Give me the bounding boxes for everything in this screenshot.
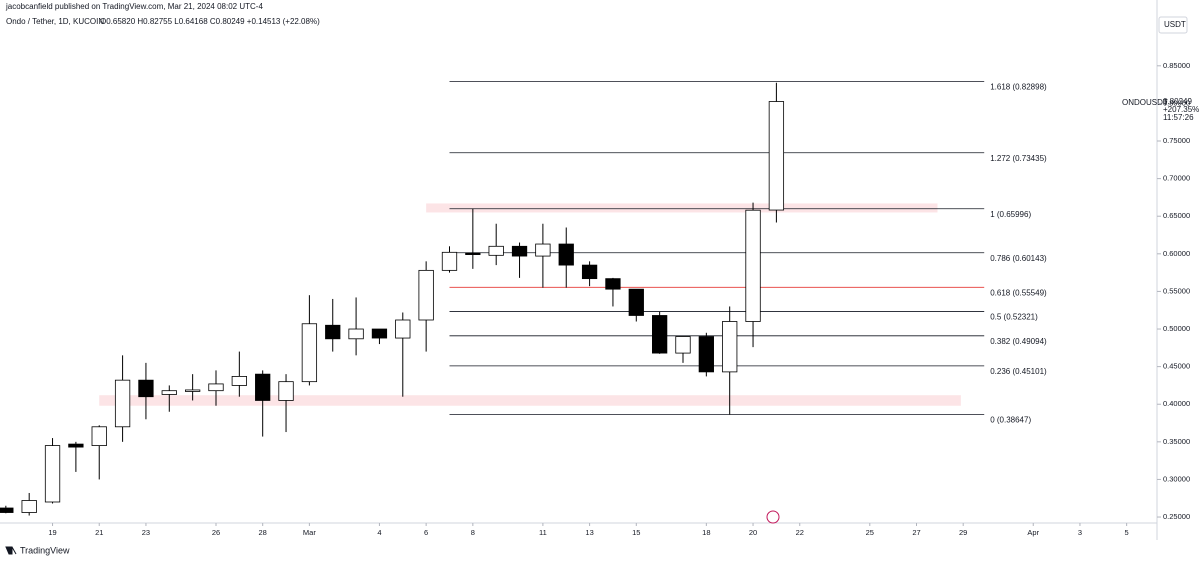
header: jacobcanfield published on TradingView.c… (5, 2, 263, 11)
candle-body (91, 426, 107, 446)
ohlc: O0.65820 H0.82755 L0.64168 C0.80249 +0.1… (100, 17, 320, 26)
candle-body (605, 278, 621, 290)
y-tick-label: 0.55000 (1163, 286, 1190, 295)
candle-body (511, 245, 528, 257)
candle-body (652, 315, 668, 354)
x-tick-label: 22 (796, 528, 804, 537)
y-tick-label: 0.40000 (1163, 399, 1190, 408)
fib-label: 0 (0.38647) (990, 416, 1031, 425)
fib-label: 1.272 (0.73435) (990, 154, 1047, 163)
x-tick-label: 19 (48, 528, 56, 537)
x-tick-label: 21 (95, 528, 103, 537)
x-tick-label: 18 (702, 528, 710, 537)
x-tick-label: 3 (1078, 528, 1082, 537)
x-tick-label: 11 (539, 528, 547, 537)
candle-body (441, 251, 458, 271)
symbol: ONDOUSDT (1122, 98, 1168, 107)
x-tick-label: Apr (1027, 528, 1039, 537)
candle-body (722, 321, 738, 373)
candle-body (581, 264, 598, 280)
currency: USDT (1164, 20, 1186, 29)
change: +207.35% (1163, 105, 1199, 114)
x-tick-label: 20 (749, 528, 757, 537)
fib-label: 0.618 (0.55549) (990, 288, 1047, 297)
candle-body (371, 328, 388, 339)
x-tick-label: 23 (142, 528, 150, 537)
zone (99, 395, 961, 406)
y-tick-label: 0.50000 (1163, 324, 1190, 333)
countdown: 11:57:26 (1163, 113, 1194, 122)
last-price: 0.80249 (1163, 97, 1192, 106)
x-tick-label: 29 (959, 528, 967, 537)
fib-label: 0.236 (0.45101) (990, 367, 1047, 376)
candle-body (301, 323, 318, 383)
candle-body (21, 500, 37, 513)
y-tick-label: 0.25000 (1163, 512, 1190, 521)
candle-body (675, 336, 691, 354)
candle-body (231, 376, 247, 386)
x-tick-label: 13 (585, 528, 593, 537)
currency-box[interactable] (1158, 16, 1188, 34)
footer: TradingView (20, 545, 70, 555)
y-tick-label: 0.75000 (1163, 136, 1190, 145)
candle-body (395, 319, 411, 339)
candle-body (745, 209, 761, 322)
candle-body (138, 379, 154, 398)
fib-label: 0.382 (0.49094) (990, 337, 1047, 346)
fib-label: 1.618 (0.82898) (990, 83, 1047, 92)
candle-body (208, 383, 224, 392)
y-tick-label: 0.85000 (1163, 61, 1190, 70)
candle-body (44, 445, 61, 503)
x-tick-label: 5 (1125, 528, 1129, 537)
x-tick-label: 15 (632, 528, 640, 537)
candle-body (0, 507, 14, 513)
candle-body (628, 288, 644, 316)
y-tick-label: 0.45000 (1163, 362, 1190, 371)
fib-label: 0.786 (0.60143) (990, 254, 1047, 263)
event-icon[interactable] (766, 510, 780, 524)
candle-body (488, 245, 504, 256)
x-tick-label: 6 (424, 528, 428, 537)
candle-body (114, 379, 131, 428)
candle-body (535, 243, 551, 257)
x-tick-label: 4 (377, 528, 381, 537)
y-tick-label: 0.65000 (1163, 211, 1190, 220)
candle-body (325, 324, 341, 340)
y-tick-label: 0.60000 (1163, 249, 1190, 258)
x-tick-label: 8 (471, 528, 475, 537)
candle-body (278, 381, 294, 401)
y-tick-label: 0.35000 (1163, 437, 1190, 446)
candle-body (161, 390, 177, 395)
candle-body (185, 389, 201, 392)
candle-body (255, 373, 271, 401)
candle-body (698, 336, 714, 373)
candle-body (465, 252, 481, 255)
x-tick-label: 28 (259, 528, 267, 537)
candle-body (68, 443, 84, 448)
logo (5, 546, 17, 555)
y-tick-label: 0.30000 (1163, 474, 1190, 483)
candle-body (418, 269, 434, 321)
fib-label: 1 (0.65996) (990, 210, 1031, 219)
x-tick-label: 25 (866, 528, 874, 537)
y-tick-label: 0.80000 (1163, 98, 1190, 107)
x-tick-label: Mar (303, 528, 316, 537)
candle-body (768, 101, 785, 211)
fib-label: 0.5 (0.52321) (990, 313, 1038, 322)
candle-body (348, 328, 364, 340)
y-tick-label: 0.70000 (1163, 174, 1190, 183)
chart-title: Ondo / Tether, 1D, KUCOIN (6, 17, 104, 26)
candle-body (558, 243, 574, 266)
x-tick-label: 26 (212, 528, 220, 537)
x-tick-label: 27 (912, 528, 920, 537)
zone (426, 203, 938, 213)
